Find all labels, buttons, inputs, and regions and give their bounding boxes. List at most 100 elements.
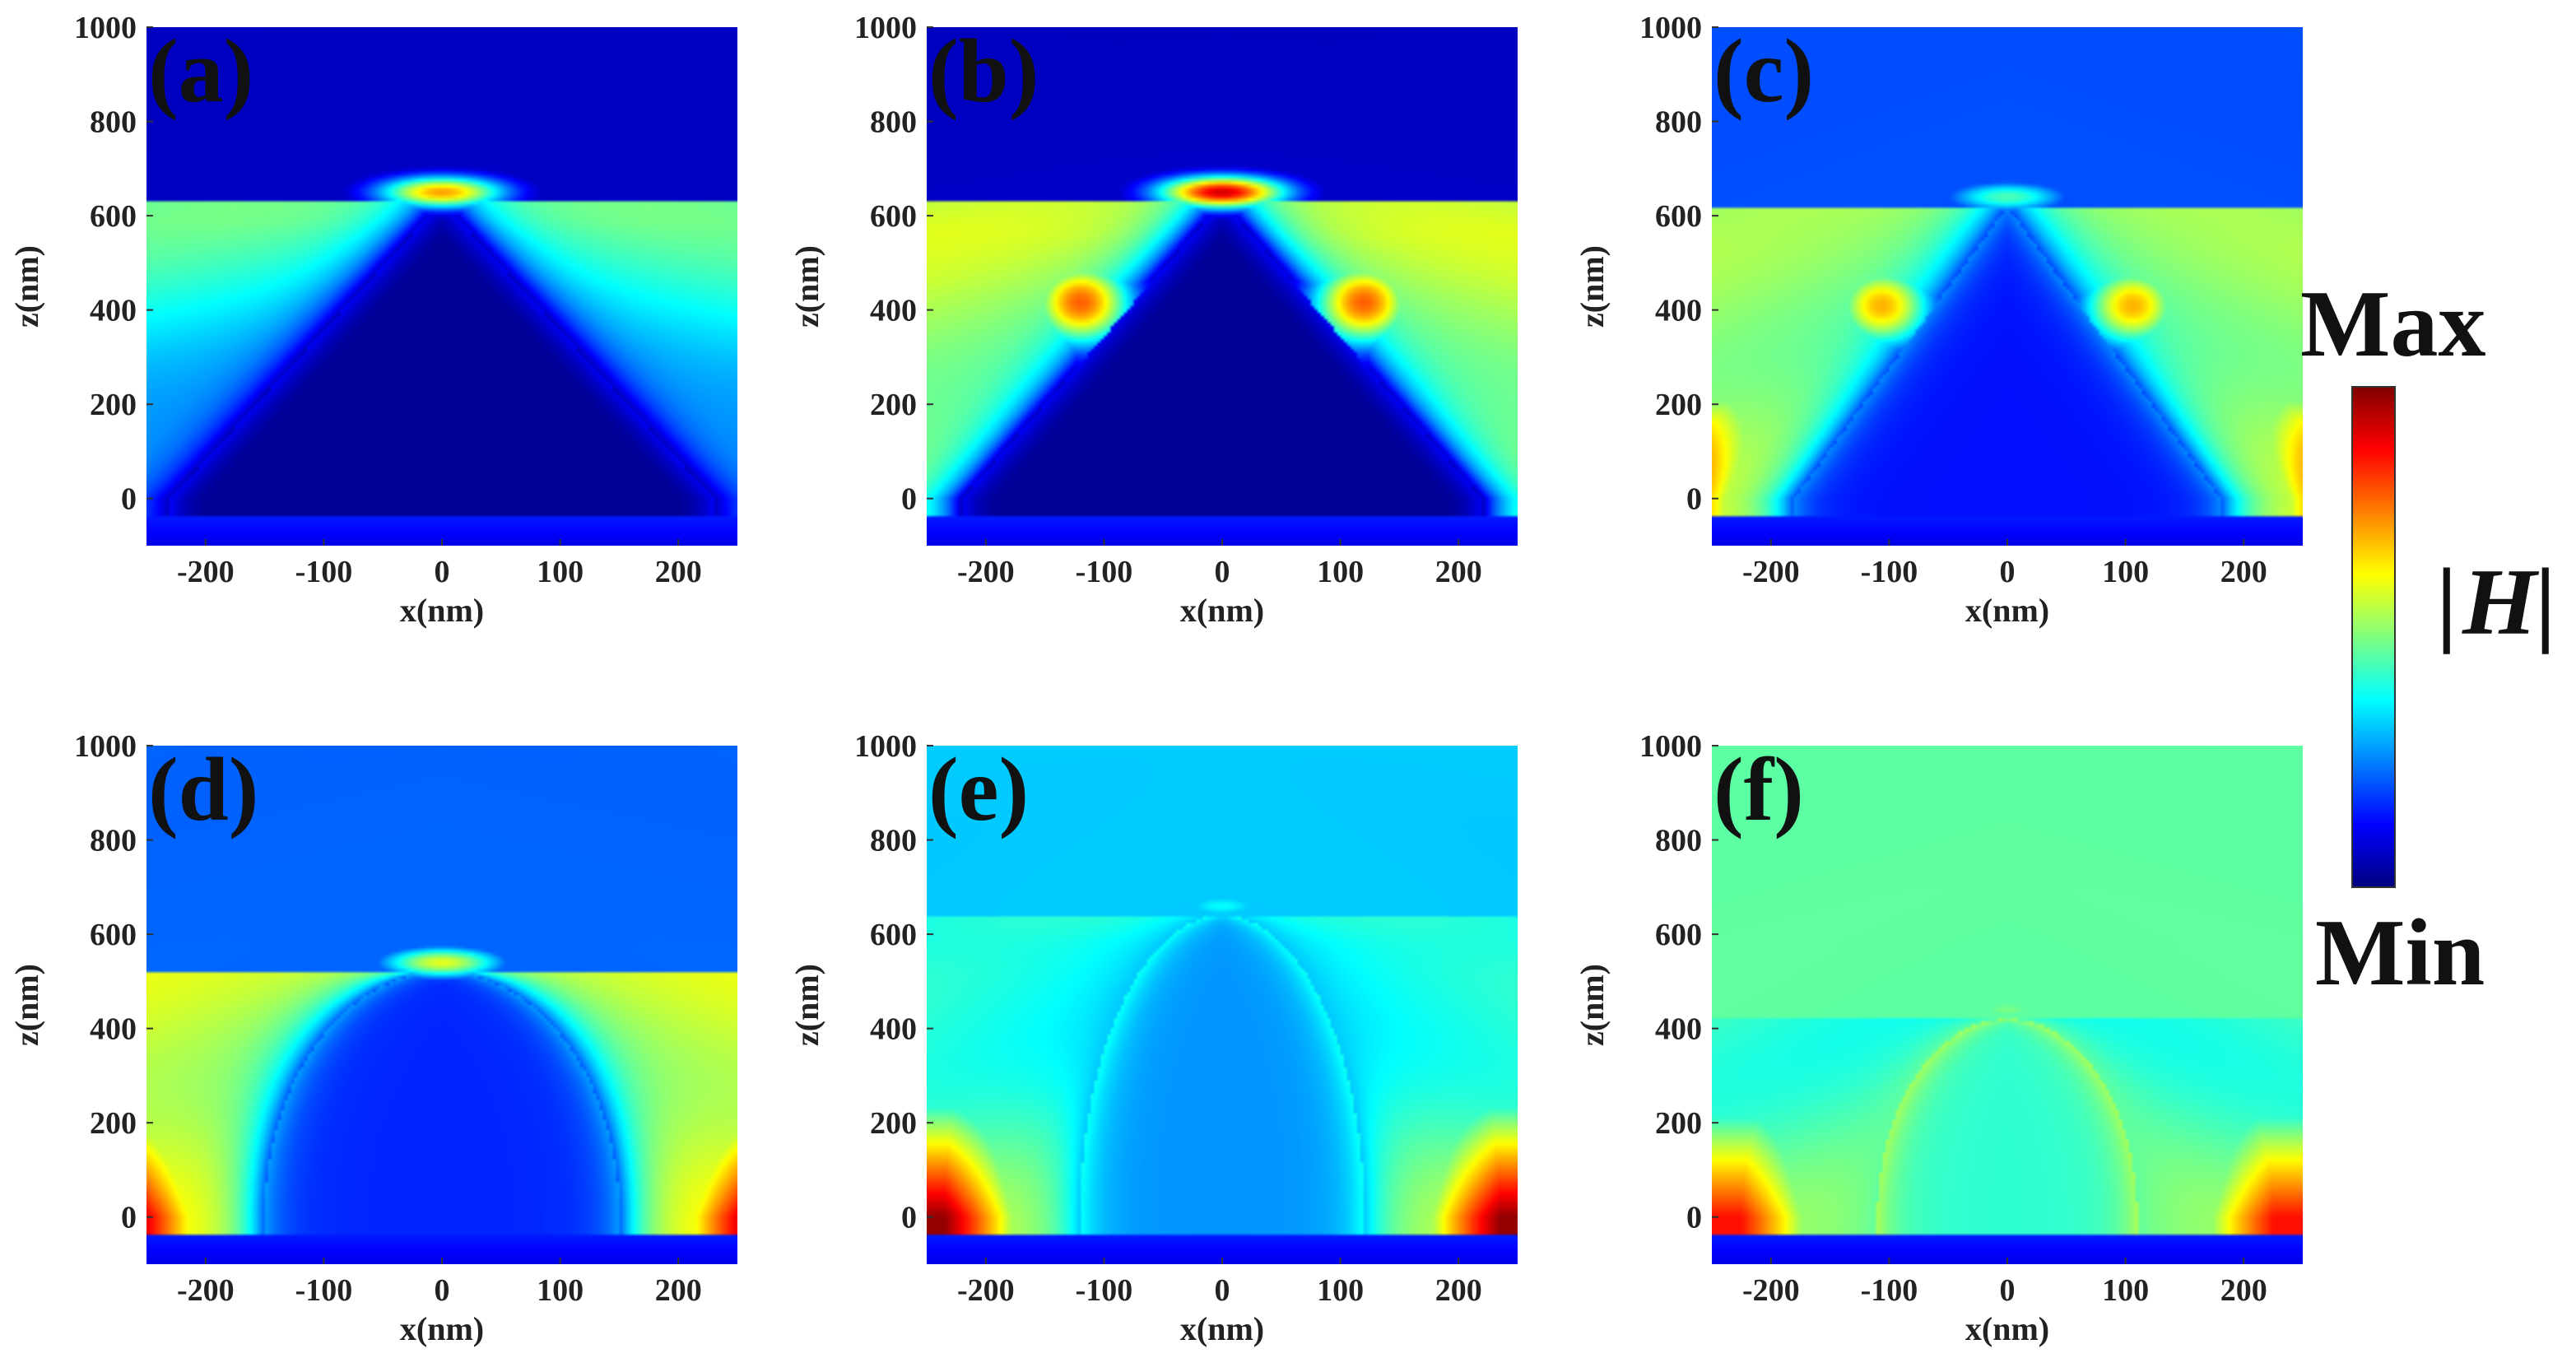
x-tick-label: -100 [1861, 1273, 1918, 1308]
y-tick-label: 0 [901, 1201, 917, 1235]
x-tick-label: 200 [2220, 1273, 2267, 1308]
y-tick-label: 0 [1686, 1201, 1702, 1235]
y-tick-label: 0 [121, 482, 137, 517]
y-tick-label: 200 [1655, 388, 1702, 422]
x-tick-label: -100 [295, 1273, 353, 1308]
x-tick-label: -100 [295, 555, 353, 589]
heatmap-panels: -200 -100 0 100 20002004006008001000x(nm)z(n… [8, 11, 2303, 1347]
panel-d: -200 -100 0 100 200 0 200 400 600 800 1000 x(nm) z(n… [8, 729, 737, 1347]
x-tick-label: 100 [537, 1273, 584, 1308]
heatmap-e [927, 746, 1518, 1264]
x-tick-label: 0 [2000, 1273, 2016, 1308]
x-tick-label: 100 [2102, 1273, 2149, 1308]
x-tick-label: -200 [1742, 1273, 1800, 1308]
x-axis-title: x(nm) [1965, 1310, 2049, 1347]
y-tick-label: 800 [870, 824, 917, 858]
colorbar-max-label: Max [2300, 272, 2486, 377]
x-axis-title: x(nm) [400, 592, 484, 629]
y-axis-title: z(nm) [8, 964, 45, 1046]
heatmap-b [927, 27, 1518, 546]
y-tick-label: 200 [90, 1106, 137, 1141]
x-tick-label: 100 [537, 555, 584, 589]
y-tick-label: 600 [90, 918, 137, 952]
heatmap-a [146, 27, 737, 546]
y-tick-label: 800 [870, 105, 917, 140]
panel-label-d: (d) [148, 739, 258, 839]
panel-label-b: (b) [928, 21, 1039, 121]
panel-a: -200 -100 0 100 200 0 200 400 600 800 1000 x(nm) z(n… [8, 11, 737, 629]
x-tick-label: -200 [177, 1273, 235, 1308]
y-tick-label: 800 [1655, 105, 1702, 140]
x-axis-title: x(nm) [400, 1310, 484, 1347]
x-tick-label: 200 [2220, 555, 2267, 589]
x-tick-label: -200 [957, 1273, 1015, 1308]
panel-label-e: (e) [928, 739, 1029, 839]
y-axis-title: z(nm) [788, 964, 825, 1046]
colorbar-min-label: Min [2315, 900, 2485, 1006]
x-tick-label: -100 [1076, 555, 1133, 589]
x-tick-label: 200 [655, 1273, 702, 1308]
x-tick-label: 0 [435, 555, 450, 589]
x-tick-label: 200 [655, 555, 702, 589]
x-tick-label: 100 [1317, 555, 1364, 589]
y-tick-label: 0 [1686, 482, 1702, 517]
y-tick-label: 600 [870, 918, 917, 952]
y-tick-label: 400 [1655, 1012, 1702, 1047]
y-tick-label: 200 [90, 388, 137, 422]
y-tick-label: 800 [90, 824, 137, 858]
heatmap-f [1712, 746, 2303, 1264]
y-tick-label: 400 [870, 294, 917, 328]
y-tick-label: 200 [1655, 1106, 1702, 1141]
y-tick-label: 200 [870, 388, 917, 422]
x-tick-label: 0 [2000, 555, 2016, 589]
x-tick-label: 100 [1317, 1273, 1364, 1308]
x-tick-label: -100 [1861, 555, 1918, 589]
colorbar-gradient [2351, 386, 2396, 888]
y-tick-label: 1000 [854, 729, 917, 764]
y-axis-title: z(nm) [1574, 964, 1611, 1046]
y-tick-label: 400 [870, 1012, 917, 1047]
x-tick-label: -200 [1742, 555, 1800, 589]
x-tick-label: 0 [1215, 555, 1230, 589]
colorbar-quantity-symbol: H [2462, 550, 2540, 655]
panel-label-f: (f) [1713, 739, 1804, 839]
x-tick-label: -200 [957, 555, 1015, 589]
x-axis-title: x(nm) [1180, 1310, 1264, 1347]
y-tick-label: 800 [90, 105, 137, 140]
y-tick-label: 400 [90, 294, 137, 328]
y-tick-label: 600 [90, 199, 137, 234]
panel-f: -200 -100 0 100 200 0 200 400 600 800 1000 x(nm) z(n… [1574, 729, 2303, 1347]
y-tick-label: 600 [1655, 199, 1702, 234]
y-axis-title: z(nm) [788, 245, 825, 328]
y-tick-label: 200 [870, 1106, 917, 1141]
heatmap-d [146, 746, 737, 1264]
x-axis-title: x(nm) [1965, 592, 2049, 629]
panel-c: -200 -100 0 100 200 0 200 400 600 800 1000 x(nm) z(n… [1574, 11, 2303, 629]
y-tick-label: 600 [870, 199, 917, 234]
panel-e: -200 -100 0 100 200 0 200 400 600 800 1000 x(nm) z(n… [788, 729, 1518, 1347]
y-tick-label: 0 [901, 482, 917, 517]
y-tick-label: 0 [121, 1201, 137, 1235]
y-tick-label: 1000 [74, 729, 137, 764]
x-tick-label: 200 [1435, 555, 1482, 589]
x-tick-label: 200 [1435, 1273, 1482, 1308]
y-tick-label: 400 [1655, 294, 1702, 328]
x-tick-label: -100 [1076, 1273, 1133, 1308]
y-tick-label: 400 [90, 1012, 137, 1047]
heatmap-c [1712, 27, 2303, 546]
colorbar-quantity-bar-right: | [2535, 550, 2556, 655]
y-axis-title: z(nm) [1574, 245, 1611, 328]
y-tick-label: 800 [1655, 824, 1702, 858]
y-tick-label: 1000 [74, 11, 137, 45]
x-tick-label: 0 [435, 1273, 450, 1308]
y-tick-label: 1000 [1639, 11, 1702, 45]
panel-label-c: (c) [1713, 21, 1814, 121]
colorbar-quantity-bar-left: | [2436, 550, 2457, 655]
x-tick-label: -200 [177, 555, 235, 589]
x-tick-label: 0 [1215, 1273, 1230, 1308]
y-tick-label: 1000 [854, 11, 917, 45]
x-tick-label: 100 [2102, 555, 2149, 589]
x-axis-title: x(nm) [1180, 592, 1264, 629]
panel-b: -200 -100 0 100 200 0 200 400 600 800 1000 x(nm) z(n… [788, 11, 1518, 629]
